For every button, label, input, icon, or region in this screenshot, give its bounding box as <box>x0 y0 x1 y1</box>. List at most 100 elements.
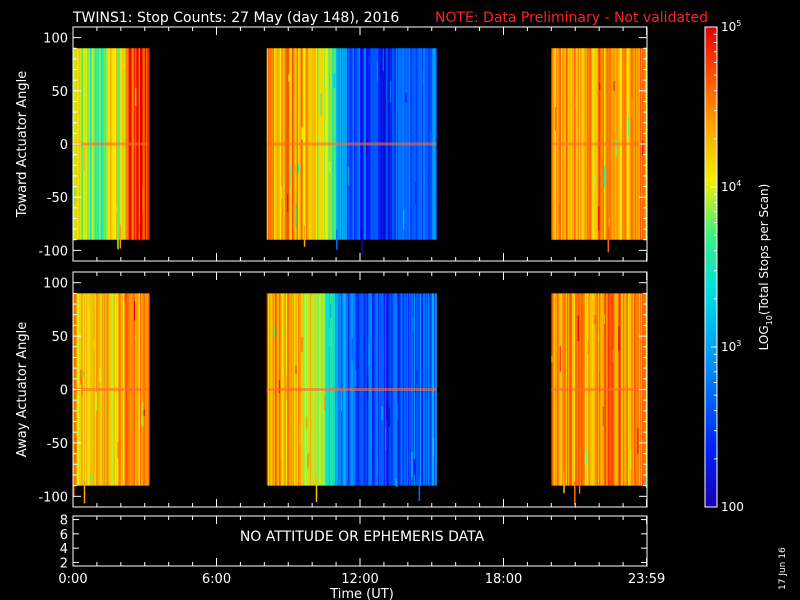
xtick-label: 18:00 <box>485 572 522 587</box>
away-heat-cell <box>591 299 594 318</box>
away-zero-band <box>73 388 149 391</box>
toward-heat-cell <box>289 164 291 190</box>
chart-note: NOTE: Data Preliminary - Not validated <box>435 10 708 26</box>
toward-heat-cell <box>631 101 633 119</box>
toward-heat-cell <box>613 81 616 91</box>
away-zero-band <box>266 388 437 391</box>
away-heat-cell <box>324 396 326 411</box>
away-heat-cell <box>278 379 281 394</box>
toward-heat-cell <box>558 203 561 224</box>
away-heat-cell <box>307 454 309 469</box>
toward-data-segment <box>551 48 648 253</box>
away-heat-cell <box>413 458 416 475</box>
toward-data-segment <box>73 48 150 250</box>
toward-heat-cell <box>96 222 99 230</box>
colorbar-label: LOG10(Total Stops per Scan) <box>757 184 774 351</box>
toward-heat-cell <box>618 61 620 80</box>
away-heat-cell <box>386 400 388 419</box>
away-heat-cell <box>330 304 332 318</box>
away-heat-cell <box>327 421 330 429</box>
colorbar-tick-label: 105 <box>721 19 741 34</box>
away-data-segment <box>551 293 648 505</box>
away-heat-cell <box>82 371 85 378</box>
away-heat-cell <box>141 415 143 424</box>
away-heat-cell <box>393 468 395 484</box>
attitude-ytick-label: 2 <box>60 556 68 571</box>
colorbar-tick-label: 103 <box>721 339 741 354</box>
attitude-ytick-label: 8 <box>60 514 68 529</box>
xtick-label: 0:00 <box>58 572 87 587</box>
away-heat-cell <box>412 317 415 331</box>
away-heat-cell <box>80 369 82 385</box>
away-data-segment <box>73 293 150 504</box>
away-heat-cell <box>295 365 297 374</box>
away-heat-cell <box>368 343 370 367</box>
toward-ytick-label: 50 <box>51 85 68 100</box>
away-heat-cell <box>574 481 576 505</box>
away-heat-cell <box>285 375 288 400</box>
toward-heat-cell <box>297 163 300 174</box>
away-ylabel: Away Actuator Angle <box>15 322 30 457</box>
toward-heat-cell <box>597 206 600 231</box>
away-heat-cell <box>577 315 580 342</box>
away-heat-cell <box>385 427 387 451</box>
away-heat-cell <box>599 372 601 393</box>
away-heat-cell <box>299 422 301 445</box>
toward-heat-cell <box>642 140 644 156</box>
toward-heat-cell <box>425 77 428 85</box>
toward-heat-cell <box>376 60 379 82</box>
toward-heat-cell <box>74 187 76 205</box>
toward-zero-band <box>266 142 437 146</box>
toward-heat-cell <box>290 177 293 189</box>
toward-heat-cell <box>426 169 429 184</box>
toward-data-segment <box>266 48 437 255</box>
away-heat-cell <box>129 362 131 378</box>
away-heat-cell <box>602 406 605 427</box>
away-heat-cell <box>586 450 588 466</box>
away-data-segment <box>266 293 437 502</box>
away-heat-cell <box>301 336 303 352</box>
away-heat-cell <box>83 479 86 504</box>
colorbar-tick-label: 104 <box>721 179 741 194</box>
away-heat-column <box>148 293 150 486</box>
toward-heat-cell <box>336 229 338 250</box>
toward-ytick-label: 0 <box>60 138 68 153</box>
toward-heat-cell <box>627 117 630 137</box>
toward-heat-cell <box>303 225 306 247</box>
toward-heat-cell <box>139 217 142 241</box>
away-heat-cell <box>432 437 435 457</box>
toward-heat-cell <box>287 194 289 213</box>
toward-ytick-label: 100 <box>43 32 68 47</box>
away-heat-cell <box>328 328 331 347</box>
away-heat-cell <box>376 455 379 475</box>
toward-heat-cell <box>554 107 557 131</box>
toward-heat-cell <box>288 74 290 82</box>
toward-heat-cell <box>333 73 336 88</box>
away-heat-cell <box>89 474 92 482</box>
away-heat-cell <box>381 406 384 420</box>
away-heat-cell <box>397 403 399 420</box>
toward-heat-cell <box>626 65 629 73</box>
toward-heat-cell <box>603 166 606 188</box>
toward-heat-cell <box>123 62 125 69</box>
away-heat-cell <box>93 340 95 350</box>
away-heat-cell <box>308 451 311 466</box>
away-zero-band <box>551 388 647 391</box>
away-heat-cell <box>603 314 606 325</box>
toward-heat-cell <box>301 127 303 140</box>
away-heat-cell <box>95 392 98 412</box>
away-heat-cell <box>133 301 136 321</box>
away-ytick-label: 100 <box>43 277 68 292</box>
toward-heat-cell <box>138 224 141 233</box>
away-heat-cell <box>75 438 77 452</box>
away-heat-cell <box>597 332 600 343</box>
away-ytick-label: 50 <box>51 330 68 345</box>
away-heat-cell <box>124 294 126 302</box>
toward-heat-cell <box>361 229 363 255</box>
away-heat-cell <box>416 369 418 384</box>
away-ytick-label: -100 <box>38 490 68 505</box>
toward-heat-cell <box>644 105 647 127</box>
toward-heat-cell <box>389 81 392 103</box>
chart-title: TWINS1: Stop Counts: 27 May (day 148), 2… <box>72 10 399 26</box>
